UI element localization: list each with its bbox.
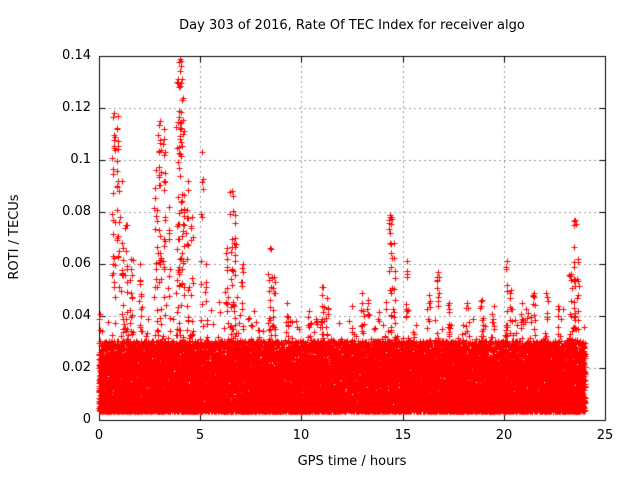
y-tick-label-006: 0.06 — [62, 256, 91, 271]
x-tick-label-20: 20 — [495, 428, 513, 443]
chart-title: Day 303 of 2016, Rate Of TEC Index for r… — [179, 18, 525, 33]
x-tick-label-15: 15 — [394, 428, 412, 443]
y-tick-label-0: 0 — [82, 412, 91, 427]
y-tick-label-012: 0.12 — [62, 100, 91, 115]
x-tick-label-5: 5 — [195, 428, 205, 443]
y-tick-label-01: 0.1 — [70, 152, 91, 167]
x-axis-title: GPS time / hours — [297, 454, 407, 469]
y-tick-label-014: 0.14 — [62, 48, 91, 63]
x-tick-label-10: 10 — [292, 428, 310, 443]
x-tick-label-0: 0 — [94, 428, 104, 443]
y-tick-label-004: 0.04 — [62, 308, 91, 323]
y-tick-label-008: 0.08 — [62, 204, 91, 219]
y-tick-label-002: 0.02 — [62, 360, 91, 375]
x-tick-label-25: 25 — [596, 428, 614, 443]
